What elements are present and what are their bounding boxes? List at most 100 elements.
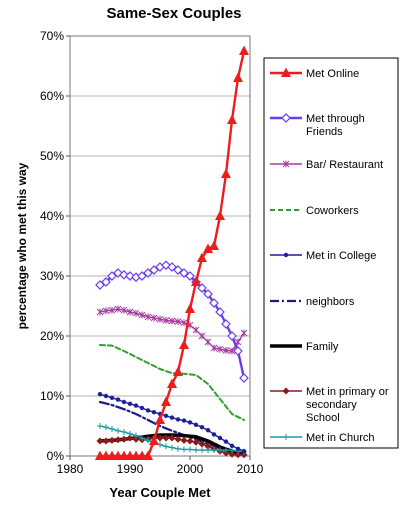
data-point xyxy=(114,436,122,444)
data-point xyxy=(149,435,159,445)
data-point xyxy=(163,443,169,450)
data-point xyxy=(133,403,139,408)
x-tick-label: 1980 xyxy=(57,462,84,476)
data-point xyxy=(203,243,213,253)
legend-label: Met in Church xyxy=(306,432,374,444)
data-point xyxy=(96,308,104,316)
legend-marker xyxy=(282,387,290,395)
data-point xyxy=(167,262,177,272)
data-point xyxy=(179,339,189,349)
data-point xyxy=(149,265,159,275)
series-line-met-online xyxy=(98,49,246,458)
data-point xyxy=(198,440,206,448)
legend-label: Met in primary or secondary School xyxy=(306,386,389,424)
data-point xyxy=(240,329,248,337)
data-point xyxy=(126,434,134,442)
y-tick-label: 60% xyxy=(40,89,64,103)
data-point xyxy=(239,373,249,383)
data-point xyxy=(209,298,219,308)
legend-marker xyxy=(283,252,289,258)
data-point xyxy=(192,326,200,334)
data-point xyxy=(173,265,183,275)
data-point xyxy=(192,438,200,446)
legend-label: Met Online xyxy=(306,68,359,80)
x-axis: 1980 1990 2000 2010 xyxy=(57,456,264,476)
data-point xyxy=(181,446,187,453)
data-point xyxy=(120,306,128,314)
data-point xyxy=(133,432,139,439)
data-point xyxy=(161,396,171,406)
data-point xyxy=(168,434,176,442)
data-point xyxy=(174,318,182,326)
y-tick-label: 70% xyxy=(40,29,64,43)
legend-item-met-in-college: Met in College xyxy=(270,250,376,262)
legend-label: neighbors xyxy=(306,296,355,308)
data-point xyxy=(174,435,182,443)
chart-title: Same-Sex Couples xyxy=(106,5,241,22)
data-point xyxy=(139,405,145,411)
data-point xyxy=(198,332,206,340)
data-point xyxy=(145,437,151,444)
data-point xyxy=(204,442,212,450)
data-point xyxy=(223,447,229,453)
data-point xyxy=(115,427,121,434)
series-group xyxy=(95,45,249,460)
data-point xyxy=(162,316,170,324)
data-point xyxy=(155,414,165,424)
data-point xyxy=(205,447,211,453)
y-tick-label: 0% xyxy=(47,449,65,463)
legend-label: Bar/ Restaurant xyxy=(306,159,383,171)
data-point xyxy=(109,395,115,400)
data-point xyxy=(109,426,115,432)
data-point xyxy=(229,447,235,454)
y-axis: 0% 10% 20% 30% 40% 50% 60% 70% xyxy=(40,29,70,463)
data-point xyxy=(204,338,212,346)
data-point xyxy=(97,423,103,429)
data-point xyxy=(101,277,111,287)
data-point xyxy=(211,432,217,437)
data-point xyxy=(150,314,158,322)
data-point xyxy=(179,268,189,278)
series-coworkers xyxy=(99,344,245,421)
data-point xyxy=(193,447,199,453)
data-point xyxy=(235,446,241,451)
data-point xyxy=(143,268,153,278)
data-point xyxy=(228,347,236,355)
plot-frame xyxy=(69,35,251,457)
data-point xyxy=(145,408,151,413)
data-point xyxy=(186,437,194,445)
data-point xyxy=(97,392,103,397)
data-point xyxy=(121,429,127,435)
data-point xyxy=(103,393,109,399)
y-tick-label: 50% xyxy=(40,149,64,163)
data-point xyxy=(103,424,109,431)
data-point xyxy=(239,45,249,55)
legend-label: Coworkers xyxy=(306,205,359,217)
y-tick-label: 40% xyxy=(40,209,64,223)
data-point xyxy=(221,168,231,178)
legend-item-family: Family xyxy=(270,341,339,353)
data-point xyxy=(191,276,201,286)
series-met-online xyxy=(95,45,249,460)
data-point xyxy=(180,436,188,444)
data-point xyxy=(137,271,147,281)
data-point xyxy=(222,346,230,354)
data-point xyxy=(197,252,207,262)
legend-label: Family xyxy=(306,341,339,353)
legend-label: Met through Friends xyxy=(306,113,365,138)
data-point xyxy=(181,418,187,423)
y-tick-label: 10% xyxy=(40,389,64,403)
data-point xyxy=(211,447,217,453)
data-point xyxy=(199,447,205,453)
legend-item-bar-restaurant: Bar/ Restaurant xyxy=(270,159,383,171)
data-point xyxy=(167,378,177,388)
legend-label: Met in College xyxy=(306,250,376,262)
data-point xyxy=(217,435,223,441)
legend-item-met-in-church: Met in Church xyxy=(270,432,374,444)
data-point xyxy=(187,420,193,425)
x-axis-label: Year Couple Met xyxy=(109,485,211,500)
legend-item-met-online: Met Online xyxy=(270,67,359,80)
y-axis-label: percentage who met this way xyxy=(15,162,29,329)
data-point xyxy=(187,446,193,453)
